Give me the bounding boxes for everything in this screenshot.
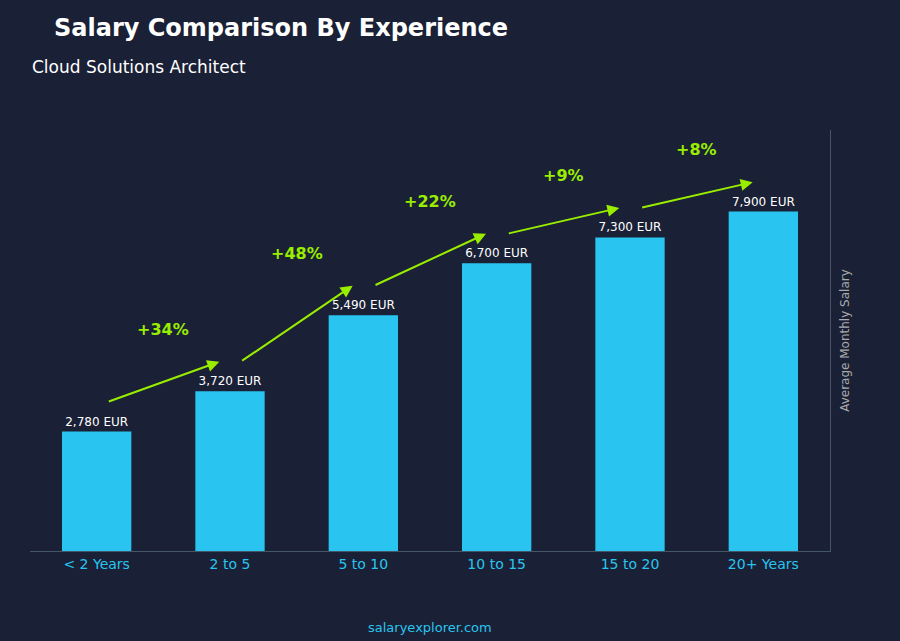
svg-text:salaryexplorer.com: salaryexplorer.com	[368, 620, 492, 635]
svg-text:+8%: +8%	[676, 140, 717, 159]
svg-text:5 to 10: 5 to 10	[338, 556, 388, 572]
svg-text:Average Monthly Salary: Average Monthly Salary	[838, 269, 852, 412]
svg-text:3,720 EUR: 3,720 EUR	[199, 374, 262, 388]
svg-text:2 to 5: 2 to 5	[210, 556, 251, 572]
svg-text:6,700 EUR: 6,700 EUR	[465, 246, 528, 260]
svg-text:20+ Years: 20+ Years	[728, 556, 799, 572]
svg-text:7,900 EUR: 7,900 EUR	[732, 195, 795, 209]
svg-text:15 to 20: 15 to 20	[601, 556, 660, 572]
svg-text:Cloud Solutions Architect: Cloud Solutions Architect	[32, 57, 246, 77]
svg-text:< 2 Years: < 2 Years	[63, 556, 129, 572]
svg-text:+9%: +9%	[543, 166, 584, 185]
svg-text:7,300 EUR: 7,300 EUR	[599, 220, 662, 234]
svg-text:+48%: +48%	[271, 244, 323, 263]
svg-text:+34%: +34%	[137, 320, 189, 339]
svg-text:2,780 EUR: 2,780 EUR	[65, 415, 128, 429]
svg-text:+22%: +22%	[404, 192, 456, 211]
svg-text:10 to 15: 10 to 15	[467, 556, 526, 572]
svg-text:5,490 EUR: 5,490 EUR	[332, 298, 395, 312]
svg-text:Salary Comparison By Experienc: Salary Comparison By Experience	[54, 14, 508, 42]
